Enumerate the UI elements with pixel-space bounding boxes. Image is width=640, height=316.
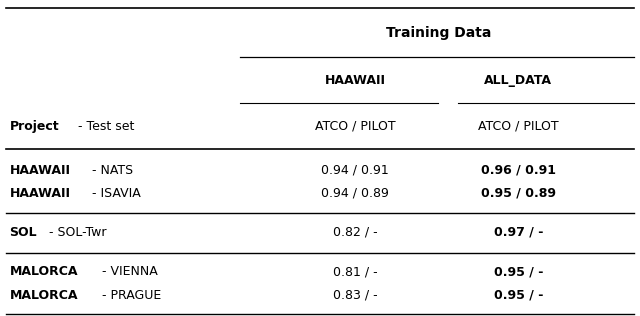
Text: 0.96 / 0.91: 0.96 / 0.91 [481,163,556,177]
Text: 0.81 / -: 0.81 / - [333,265,378,278]
Text: - ISAVIA: - ISAVIA [88,187,141,200]
Text: 0.83 / -: 0.83 / - [333,289,378,302]
Text: - Test set: - Test set [74,120,134,133]
Text: 0.97 / -: 0.97 / - [493,226,543,239]
Text: MALORCA: MALORCA [10,289,78,302]
Text: - VIENNA: - VIENNA [98,265,157,278]
Text: 0.94 / 0.89: 0.94 / 0.89 [321,187,389,200]
Text: 0.95 / -: 0.95 / - [493,265,543,278]
Text: 0.82 / -: 0.82 / - [333,226,378,239]
Text: HAAWAII: HAAWAII [324,74,386,87]
Text: 0.95 / -: 0.95 / - [493,289,543,302]
Text: MALORCA: MALORCA [10,265,78,278]
Text: Training Data: Training Data [386,26,491,40]
Text: 0.94 / 0.91: 0.94 / 0.91 [321,163,389,177]
Text: - PRAGUE: - PRAGUE [98,289,161,302]
Text: ATCO / PILOT: ATCO / PILOT [478,120,559,133]
Text: HAAWAII: HAAWAII [10,163,70,177]
Text: - SOL-Twr: - SOL-Twr [45,226,107,239]
Text: ALL_DATA: ALL_DATA [484,74,552,87]
Text: - NATS: - NATS [88,163,133,177]
Text: SOL: SOL [10,226,37,239]
Text: HAAWAII: HAAWAII [10,187,70,200]
Text: 0.95 / 0.89: 0.95 / 0.89 [481,187,556,200]
Text: ATCO / PILOT: ATCO / PILOT [315,120,396,133]
Text: Project: Project [10,120,60,133]
